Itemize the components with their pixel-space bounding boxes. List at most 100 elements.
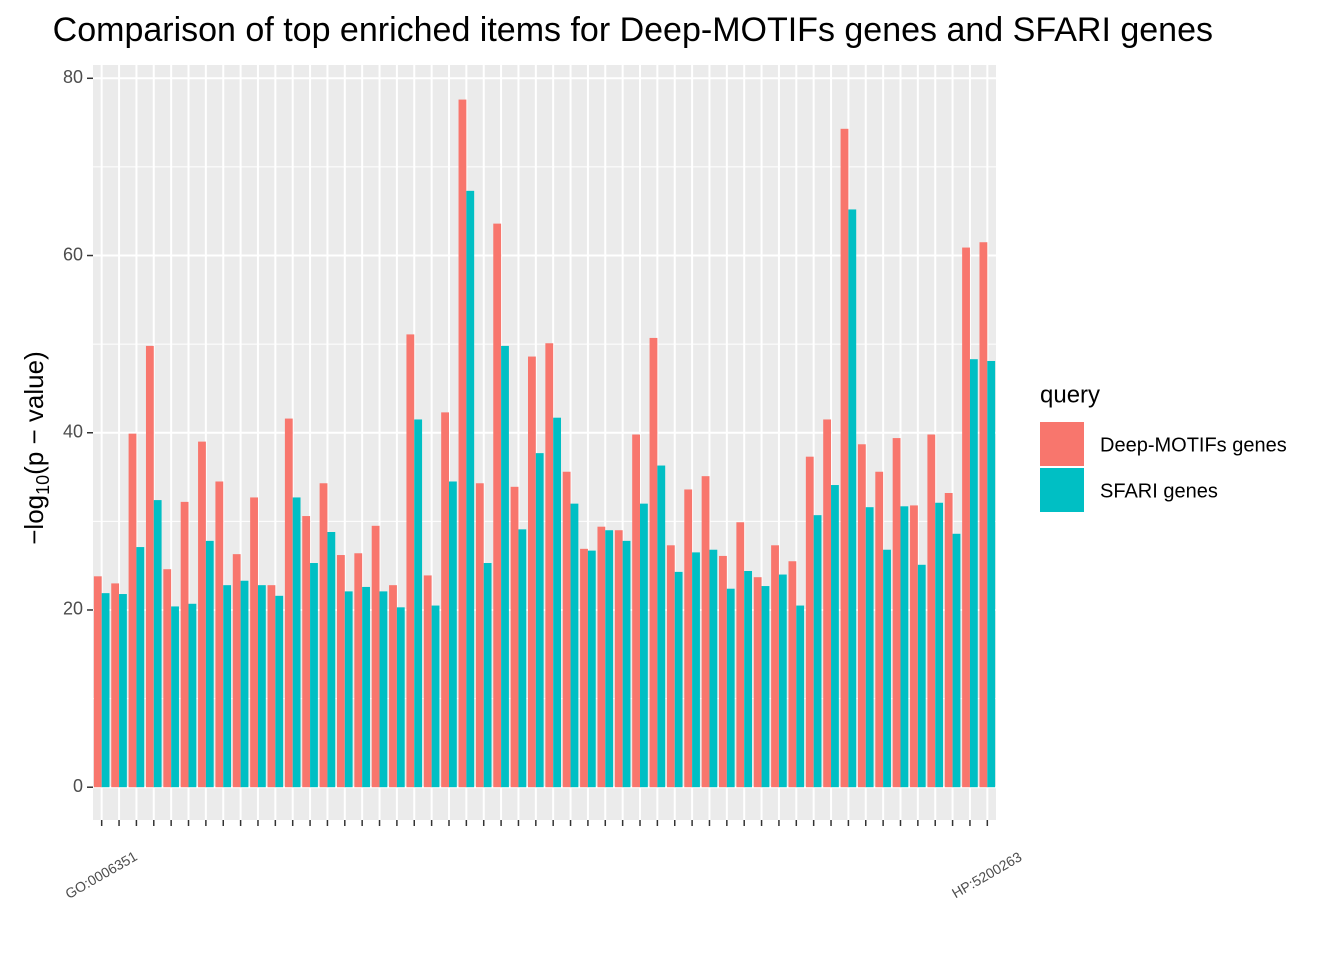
bar xyxy=(310,563,318,788)
bar xyxy=(448,481,457,788)
bar xyxy=(597,526,606,788)
bar xyxy=(840,128,849,788)
bar xyxy=(570,503,579,788)
bar xyxy=(362,586,370,788)
bar xyxy=(614,530,623,788)
bar xyxy=(431,605,440,788)
bar xyxy=(771,545,779,788)
bar xyxy=(813,515,822,788)
bar xyxy=(101,593,110,788)
bar xyxy=(379,591,388,788)
bar xyxy=(458,99,467,788)
bar xyxy=(684,489,693,788)
bar xyxy=(805,456,814,788)
bar xyxy=(892,438,901,788)
bar xyxy=(302,516,311,788)
bar xyxy=(944,493,953,788)
bar xyxy=(406,334,415,788)
y-tick-label: 60 xyxy=(63,244,83,264)
bar xyxy=(952,533,961,788)
bar xyxy=(649,337,658,788)
bar xyxy=(371,525,380,788)
bar xyxy=(605,530,614,788)
bar xyxy=(865,507,874,788)
bar xyxy=(180,501,189,788)
legend-swatch xyxy=(1040,422,1084,466)
y-label-part: (p − value) xyxy=(19,351,49,475)
bar xyxy=(188,603,197,788)
bar xyxy=(875,471,884,788)
bar xyxy=(917,564,926,788)
bar xyxy=(198,441,206,788)
bar xyxy=(414,419,423,788)
bar xyxy=(632,434,641,788)
bar xyxy=(935,502,944,788)
legend-label: SFARI genes xyxy=(1100,480,1218,502)
bar xyxy=(336,555,345,788)
bar xyxy=(545,343,554,788)
bar xyxy=(900,506,909,788)
bar xyxy=(666,545,675,788)
bar xyxy=(319,483,328,788)
bar xyxy=(562,471,571,788)
bar xyxy=(163,569,172,788)
bar xyxy=(657,465,666,788)
bar xyxy=(778,574,787,788)
bar xyxy=(257,585,266,788)
bar xyxy=(145,345,154,788)
bar xyxy=(493,223,502,788)
bar xyxy=(674,571,683,788)
bar xyxy=(587,550,596,788)
bar xyxy=(275,595,284,788)
bar xyxy=(553,417,561,788)
bar xyxy=(535,453,544,788)
bar xyxy=(389,585,397,788)
bar xyxy=(753,577,762,788)
bar xyxy=(267,585,276,788)
bar xyxy=(171,606,179,788)
y-label-subscript: 10 xyxy=(33,475,53,495)
bar xyxy=(701,476,710,788)
bar xyxy=(848,209,857,788)
bar xyxy=(232,554,241,788)
bar xyxy=(719,555,727,788)
legend-swatch xyxy=(1040,468,1084,512)
legend-title: query xyxy=(1040,381,1100,408)
bar xyxy=(93,576,102,788)
bar xyxy=(857,444,866,788)
y-tick-label: 0 xyxy=(73,776,83,796)
bar xyxy=(744,570,753,788)
bar xyxy=(692,552,700,788)
bar xyxy=(510,486,519,788)
bar xyxy=(423,575,432,788)
y-axis-label: −log10(p − value) xyxy=(19,351,53,545)
bar xyxy=(528,356,536,788)
bar xyxy=(622,540,631,788)
bar xyxy=(119,594,127,788)
bar xyxy=(441,412,449,788)
bar xyxy=(292,497,301,788)
bar xyxy=(580,548,588,788)
bar xyxy=(709,549,718,788)
bar xyxy=(153,500,162,788)
bar xyxy=(987,360,996,788)
bar xyxy=(823,419,832,788)
bar xyxy=(111,583,120,788)
bar xyxy=(736,522,745,788)
bar xyxy=(215,481,224,788)
bar xyxy=(223,585,232,788)
bar xyxy=(483,563,492,788)
bar xyxy=(128,433,137,788)
y-label-part: −log xyxy=(19,495,49,545)
bar xyxy=(327,532,336,788)
bar xyxy=(796,605,805,788)
legend-label: Deep-MOTIFs genes xyxy=(1100,434,1287,456)
bar xyxy=(240,580,249,788)
bar xyxy=(910,505,918,788)
bar xyxy=(205,540,214,788)
bar xyxy=(962,247,970,788)
chart-title: Comparison of top enriched items for Dee… xyxy=(53,11,1213,49)
y-tick-label: 80 xyxy=(63,67,83,87)
bar xyxy=(518,529,527,788)
bar xyxy=(250,497,258,788)
